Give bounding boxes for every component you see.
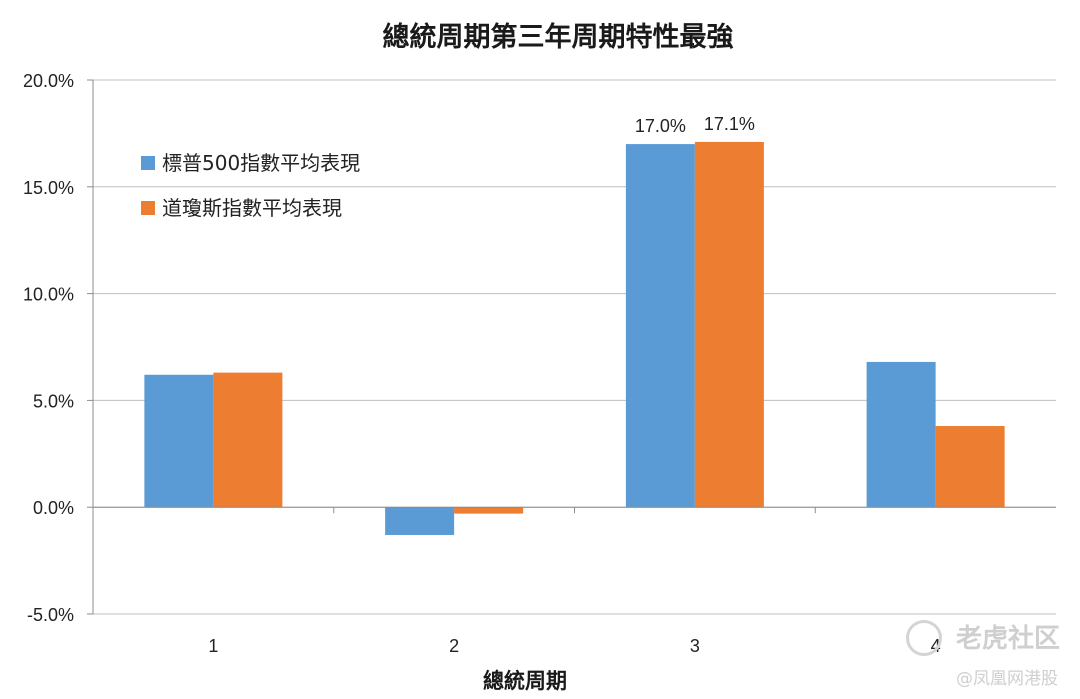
- watermark-subtext: @凤凰网港股: [956, 669, 1058, 689]
- x-axis-title: 總統周期: [483, 668, 567, 693]
- y-tick-label: 0.0%: [33, 498, 74, 518]
- bar: [454, 507, 524, 514]
- chart-title: 總統周期第三年周期特性最強: [383, 21, 734, 53]
- bar: [385, 507, 455, 535]
- watermark-logo-icon: [906, 620, 942, 656]
- y-tick-label: 20.0%: [23, 71, 74, 91]
- y-tick-label: -5.0%: [27, 605, 74, 625]
- bar: [213, 372, 283, 508]
- legend-label: 道瓊斯指數平均表現: [162, 196, 342, 220]
- bar: [144, 374, 214, 508]
- x-tick-label: 2: [449, 636, 459, 656]
- x-tick-label: 3: [690, 636, 700, 656]
- bar: [935, 426, 1005, 508]
- y-tick-label: 5.0%: [33, 391, 74, 411]
- y-tick-label: 10.0%: [23, 285, 74, 305]
- legend-swatch: [141, 201, 155, 215]
- bar: [866, 361, 936, 508]
- watermark-text: 老虎社区: [955, 624, 1060, 654]
- axes: [92, 80, 1056, 614]
- data-labels: 17.0% 17.1%: [635, 114, 755, 136]
- data-label: 17.1%: [704, 114, 755, 134]
- x-tick-label: 1: [208, 636, 218, 656]
- y-tick-labels: -5.0% 0.0% 5.0% 10.0% 15.0% 20.0%: [23, 71, 74, 625]
- y-tick-label: 15.0%: [23, 178, 74, 198]
- bar: [694, 141, 764, 508]
- legend-label: 標普500指數平均表現: [162, 151, 360, 175]
- bar: [625, 144, 695, 508]
- data-label: 17.0%: [635, 116, 686, 136]
- bars: [144, 141, 1005, 535]
- legend-swatch: [141, 156, 155, 170]
